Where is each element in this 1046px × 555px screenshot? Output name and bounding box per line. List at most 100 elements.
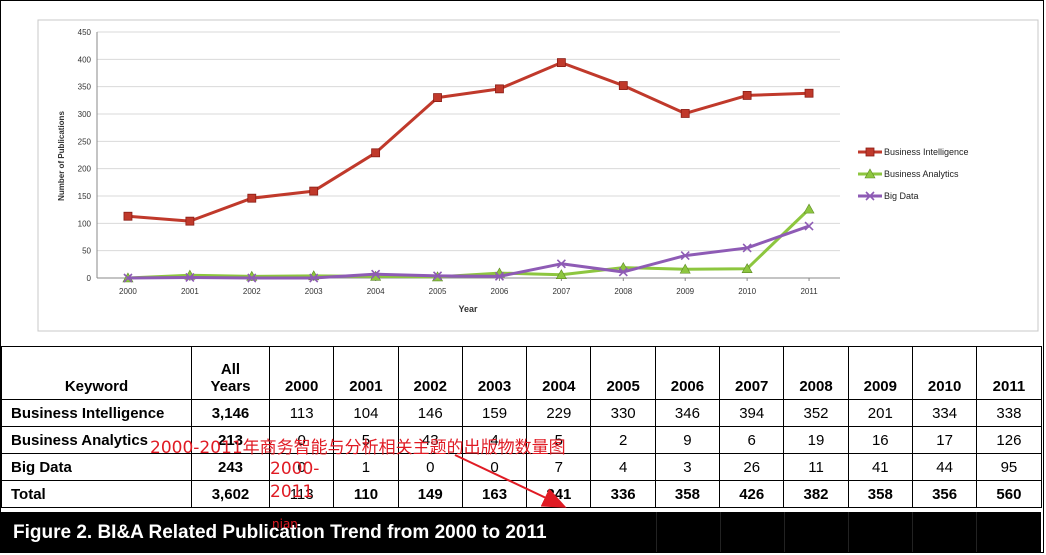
caption-bar: [1, 512, 1041, 552]
year-value-cell: 229: [526, 399, 592, 427]
year-header: 2005: [590, 346, 656, 400]
y-tick-label: 250: [78, 137, 92, 146]
keyword-cell: Total: [1, 480, 192, 508]
series-marker-triangle: [679, 263, 691, 274]
year-value-cell: 104: [333, 399, 399, 427]
year-value-cell: 352: [783, 399, 849, 427]
year-value-cell: 330: [590, 399, 656, 427]
year-value-cell: 26: [719, 453, 785, 481]
series-marker-x: [494, 271, 505, 281]
table-header-row: Keyword All Years 2000 2001 2002 2003 20…: [1, 346, 1042, 400]
year-header: 2000: [268, 346, 335, 400]
table-row: Business Intelligence 3,146 113 104 146 159 22…: [1, 399, 1042, 427]
series-marker-square: [495, 84, 504, 94]
x-tick-label: 2002: [243, 287, 261, 296]
y-tick-label: 0: [87, 274, 92, 283]
year-header: 2002: [397, 346, 463, 400]
series-marker-square: [742, 91, 752, 100]
keyword-header: Keyword: [1, 346, 192, 400]
series-marker-square: [371, 148, 381, 158]
y-tick-label: 450: [78, 28, 92, 37]
year-value-cell: 4: [590, 453, 656, 481]
series-marker-x: [371, 269, 381, 279]
year-value-cell: 9: [654, 426, 721, 454]
x-tick-label: 2004: [367, 287, 385, 296]
year-header: 2003: [461, 346, 528, 400]
y-tick-label: 150: [78, 192, 92, 201]
year-value-cell: 2: [590, 426, 656, 454]
year-header: 2010: [911, 346, 978, 400]
x-tick-label: 2009: [676, 287, 694, 296]
year-header: 2004: [526, 346, 592, 400]
y-tick-label: 350: [78, 83, 92, 92]
series-marker-square: [309, 186, 319, 196]
year-header: 2006: [654, 346, 721, 400]
series-line: [127, 224, 810, 280]
caption-bar-divider: [976, 512, 977, 552]
legend-label: Business Intelligence: [884, 147, 969, 157]
series-marker-square: [185, 216, 195, 226]
series-marker-square: [804, 88, 814, 98]
line-chart: 0 50 100 150 200 250 300 350 400 450 2000 2001 2002 2…: [37, 19, 1039, 332]
legend-label: Big Data: [884, 191, 919, 201]
series-marker-square: [556, 58, 566, 68]
x-tick-label: 2001: [181, 287, 199, 296]
caption-bar-divider: [912, 512, 913, 552]
series-marker-x: [309, 273, 319, 283]
y-tick-label: 100: [78, 219, 92, 228]
y-tick-label: 200: [78, 165, 92, 174]
year-value-cell: 16: [847, 426, 913, 454]
series-marker-x: [185, 272, 195, 283]
year-value-cell: 41: [847, 453, 913, 481]
year-value-cell: 358: [654, 480, 721, 508]
publication-table: Keyword All Years 2000 2001 2002 2003 20…: [1, 346, 1042, 508]
series-marker-x: [618, 267, 628, 277]
figure-caption: Figure 2. BI&A Related Publication Trend…: [13, 522, 547, 543]
all-years-header-line2: Years: [210, 378, 251, 395]
year-value-cell: 0: [268, 453, 335, 481]
year-header: 2009: [847, 346, 913, 400]
caption-bar-divider: [784, 512, 785, 552]
all-years-cell: 243: [191, 453, 270, 481]
year-value-cell: 394: [719, 399, 785, 427]
series-marker-x: [432, 271, 443, 281]
all-years-header: All Years: [191, 346, 270, 400]
year-value-cell: 95: [976, 453, 1042, 481]
x-tick-label: 2008: [614, 287, 632, 296]
legend-label: Business Analytics: [884, 169, 959, 179]
x-tick-label: 2006: [491, 287, 509, 296]
series-marker-triangle: [555, 269, 567, 280]
year-value-cell: 426: [719, 480, 785, 508]
keyword-cell: Business Analytics: [1, 426, 192, 454]
year-value-cell: 336: [590, 480, 656, 508]
year-value-cell: 346: [654, 399, 721, 427]
series-marker-x: [742, 243, 752, 253]
year-value-cell: 3: [654, 453, 721, 481]
pinyin-annotation: nian: [272, 517, 298, 531]
all-years-header-line1: All: [220, 361, 241, 378]
year-value-cell: 201: [847, 399, 913, 427]
series-marker-x: [556, 259, 566, 269]
all-years-cell: 3,602: [191, 480, 270, 508]
year-header: 2008: [783, 346, 849, 400]
year-value-cell: 338: [976, 399, 1042, 427]
year-value-cell: 6: [719, 426, 785, 454]
series-marker-x: [804, 221, 814, 231]
year-value-cell: 356: [911, 480, 978, 508]
x-tick-label: 2011: [800, 287, 818, 296]
y-tick-label: 400: [78, 55, 92, 64]
x-tick-label: 2007: [552, 287, 570, 296]
x-tick-label: 2010: [738, 287, 756, 296]
series-marker-square: [618, 81, 628, 90]
year-value-cell: 43: [397, 426, 463, 454]
year-value-cell: 19: [783, 426, 849, 454]
year-header: 2011: [976, 346, 1042, 400]
year-value-cell: 149: [397, 480, 463, 508]
year-value-cell: 241: [526, 480, 592, 508]
series-marker-square: [123, 211, 133, 221]
year-value-cell: 113: [268, 480, 335, 508]
x-tick-label: 2005: [429, 287, 447, 296]
year-value-cell: 159: [461, 399, 528, 427]
all-years-cell: 3,146: [191, 399, 270, 427]
series-marker-triangle: [803, 203, 815, 214]
